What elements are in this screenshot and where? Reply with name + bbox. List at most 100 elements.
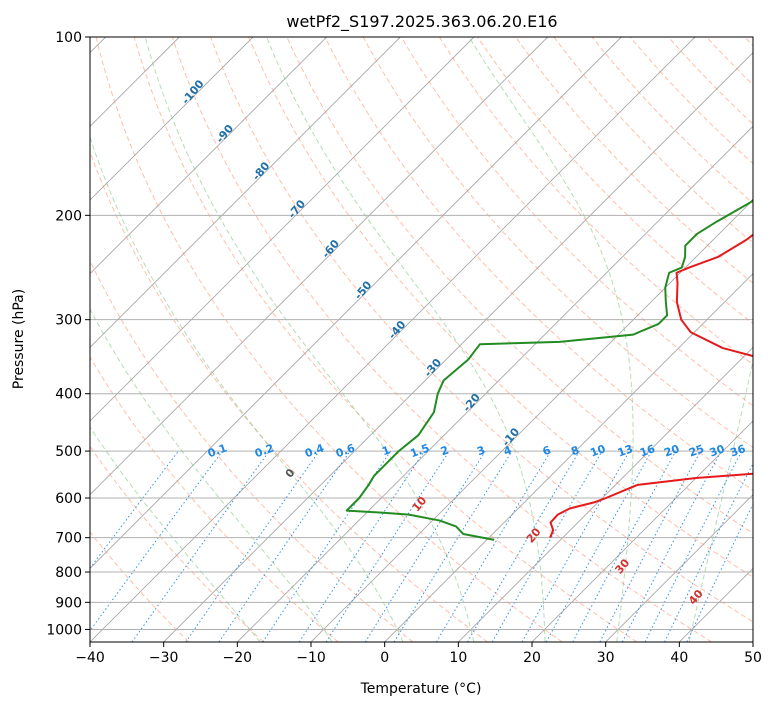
moist-adiabat-label: 30	[613, 556, 633, 576]
y-tick-label: 200	[55, 208, 82, 224]
mixing-ratio-line	[218, 450, 351, 642]
sounding-profiles	[345, 198, 753, 541]
dry-adiabat-line	[171, 37, 712, 642]
isotherm-line	[163, 52, 753, 642]
y-tick-label: 600	[55, 491, 82, 507]
dry-adiabat-line	[744, 37, 753, 47]
x-tick-label: −30	[149, 650, 179, 666]
dry-adiabat-line	[95, 37, 563, 642]
isotherm-line	[90, 37, 622, 569]
isotherm-line	[90, 37, 475, 422]
mixing-ratio-lines	[90, 450, 753, 642]
x-tick-label: −40	[75, 650, 105, 666]
moist-adiabat-line	[90, 135, 404, 642]
isotherm-line	[605, 494, 753, 642]
mixing-ratio-label: 4	[502, 443, 514, 458]
mixing-ratio-label: 10	[588, 442, 607, 460]
x-tick-label: −20	[223, 650, 253, 666]
dry-adiabat-line	[210, 37, 753, 623]
dewpoint-profile-line	[345, 198, 753, 541]
mixing-ratio-line	[644, 450, 743, 642]
axes: −40 −30 −20 −10 0 10 20 30 40 5010020030040050060…	[46, 30, 762, 666]
x-tick-label: 20	[523, 650, 541, 666]
mixing-ratio-label: 36	[728, 442, 747, 460]
mixing-ratio-line	[686, 503, 753, 642]
mixing-ratio-label: 1.5	[408, 441, 431, 460]
x-axis-label: Temperature (°C)	[360, 681, 482, 697]
dry-adiabat-line	[90, 356, 339, 642]
mixing-ratio-label: 0.2	[253, 441, 276, 460]
isotherm-line	[90, 37, 327, 275]
dry-adiabat-line	[90, 445, 264, 642]
isotherm-line	[90, 37, 254, 201]
isotherm-lines	[90, 37, 753, 642]
dry-adiabat-label: -50	[352, 278, 375, 302]
y-tick-label: 700	[55, 531, 82, 547]
dry-adiabat-line	[668, 37, 753, 125]
mixing-ratio-label: 25	[687, 442, 706, 459]
y-tick-label: 500	[55, 444, 82, 460]
mixing-ratio-label: 30	[708, 442, 727, 460]
dry-adiabat-label: -100	[179, 77, 207, 107]
mixing-ratio-label: 2	[439, 443, 451, 458]
mixing-ratio-line	[90, 450, 179, 569]
isotherm-line	[237, 125, 753, 642]
isotherm-line	[384, 273, 753, 642]
dry-adiabat-line	[90, 150, 488, 642]
mixing-ratio-label: 8	[569, 443, 581, 458]
temperature-profile-line	[549, 233, 753, 539]
dry-adiabat-label: -90	[213, 122, 236, 146]
moist-adiabat-line	[688, 358, 753, 642]
moist-adiabat-line	[90, 308, 333, 642]
mixing-ratio-line	[435, 450, 552, 642]
dry-adiabat-line	[90, 531, 190, 642]
mixing-ratio-line	[521, 450, 630, 642]
isotherm-line	[531, 420, 753, 642]
x-tick-label: 10	[449, 650, 467, 666]
dry-adiabat-label: -70	[285, 197, 308, 221]
isotherm-line	[752, 641, 753, 642]
dry-adiabat-line	[400, 37, 753, 407]
dry-adiabat-label: -30	[421, 356, 444, 380]
x-tick-label: 40	[670, 650, 688, 666]
dry-adiabat-line	[591, 37, 753, 204]
mixing-ratio-label: 16	[638, 442, 657, 460]
mixing-ratio-line	[131, 450, 270, 642]
y-axis-label: Pressure (hPa)	[11, 289, 27, 389]
mixing-ratio-line	[393, 450, 513, 642]
chart-title: wetPf2_S197.2025.363.06.20.E16	[286, 12, 557, 32]
dry-adiabat-label: -40	[386, 318, 409, 342]
x-tick-label: 30	[597, 650, 615, 666]
dry-adiabat-line	[324, 37, 753, 491]
moist-adiabat-label: 20	[524, 525, 544, 545]
mixing-ratio-line	[545, 450, 653, 642]
mixing-ratio-line	[298, 450, 425, 642]
mixing-ratio-line	[185, 450, 320, 642]
mixing-ratio-line	[325, 450, 450, 642]
isotherm-line	[90, 37, 696, 642]
y-tick-label: 300	[55, 313, 82, 329]
isotherm-line	[90, 37, 401, 348]
mixing-ratio-line	[664, 462, 753, 642]
plot-area: 0.1 0.2 0.4 0.6 1 1.5 2 3 4 6 8 10 13 16 20 25 30 36-100-…	[90, 37, 775, 642]
mixing-ratio-label: 0.6	[334, 441, 357, 460]
dry-adiabat-line	[706, 37, 753, 86]
plot-frame	[89, 36, 754, 643]
mixing-ratio-line	[572, 450, 677, 642]
mixing-ratio-label: 13	[616, 442, 635, 459]
y-tick-label: 1000	[46, 622, 82, 638]
x-tick-label: −10	[296, 650, 326, 666]
mixing-ratio-line	[90, 450, 223, 632]
moist-adiabat-label: 10	[410, 494, 430, 514]
dry-adiabat-line	[439, 37, 753, 366]
isotherm-line	[90, 37, 548, 496]
dry-adiabat-line	[362, 37, 753, 449]
x-tick-label: 50	[744, 650, 762, 666]
moist-adiabat-line	[266, 37, 546, 642]
x-tick-label: 0	[380, 650, 389, 666]
mixing-ratio-label: 3	[475, 443, 487, 458]
moist-adiabat-line	[762, 37, 775, 642]
dry-adiabat-line	[515, 37, 753, 284]
pressure-gridlines	[90, 37, 753, 630]
